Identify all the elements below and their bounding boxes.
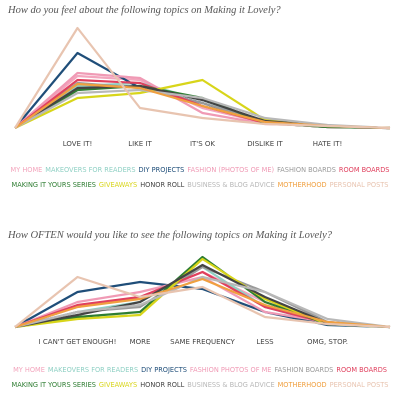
- legend-entry: BUSINESS & BLOG ADVICE: [187, 381, 274, 389]
- legend-entry: ROOM BOARDS: [339, 166, 390, 174]
- x-tick-label: LOVE IT!: [63, 140, 93, 148]
- x-tick-label: LESS: [256, 338, 274, 346]
- x-tick-label: MORE: [130, 338, 151, 346]
- series-line: [14, 26, 391, 130]
- x-tick-label: DISLIKE IT: [247, 140, 283, 148]
- legend-entry: GIVEAWAYS: [99, 381, 137, 389]
- legend-entry: PERSONAL POSTS: [330, 181, 389, 189]
- legend-entry: FASHION (PHOTOS OF ME): [187, 166, 274, 174]
- series-line: [14, 275, 391, 329]
- chart-title: How OFTEN would you like to see the foll…: [7, 230, 333, 241]
- series-line: [14, 275, 391, 329]
- chart-title: How do you feel about the following topi…: [7, 5, 281, 16]
- legend-entry: MAKEOVERS FOR READERS: [45, 166, 135, 174]
- legend-entry: MOTHERHOOD: [278, 381, 327, 389]
- legend-entry: GIVEAWAYS: [99, 181, 137, 189]
- legend-entry: DIY PROJECTS: [139, 166, 185, 174]
- legend-entry: MAKEOVERS FOR READERS: [48, 366, 138, 374]
- legend-entry: PERSONAL POSTS: [330, 381, 389, 389]
- legend-entry: HONOR ROLL: [140, 181, 184, 189]
- legend-entry: FASHION BOARDS: [277, 166, 336, 174]
- legend-entry: HONOR ROLL: [140, 381, 184, 389]
- legend-entry: MAKING IT YOURS SERIES: [12, 181, 96, 189]
- legend-entry: ROOM BOARDS: [336, 366, 387, 374]
- x-tick-label: OMG, STOP.: [307, 338, 348, 346]
- legend-entry: FASHION BOARDS: [275, 366, 334, 374]
- legend-entry: MY HOME: [11, 166, 43, 174]
- legend-entry: MAKING IT YOURS SERIES: [12, 381, 96, 389]
- series-line: [14, 277, 391, 329]
- legend-entry: MY HOME: [13, 366, 45, 374]
- legend-entry: BUSINESS & BLOG ADVICE: [187, 181, 274, 189]
- x-tick-label: I CAN'T GET ENOUGH!: [39, 338, 117, 346]
- x-tick-label: SAME FREQUENCY: [170, 338, 235, 346]
- legend-entry: DIY PROJECTS: [141, 366, 187, 374]
- x-tick-label: LIKE IT: [128, 140, 152, 148]
- legend-entry: MOTHERHOOD: [278, 181, 327, 189]
- legend-entry: FASHION PHOTOS OF ME: [190, 366, 272, 374]
- x-tick-label: HATE IT!: [313, 140, 343, 148]
- x-tick-label: IT'S OK: [190, 140, 215, 148]
